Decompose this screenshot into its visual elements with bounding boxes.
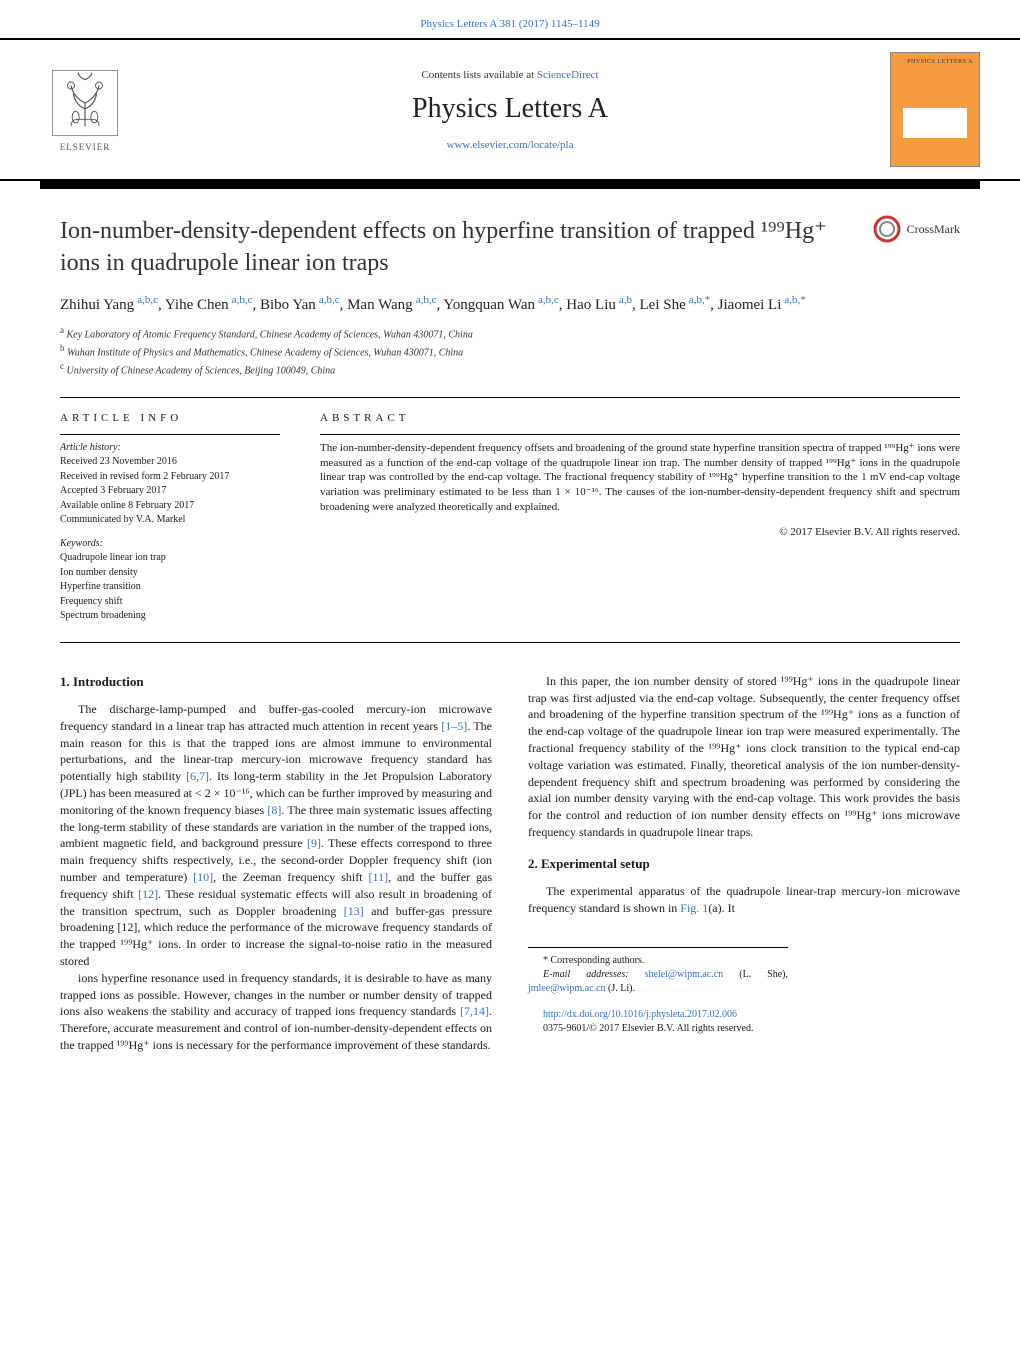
section-1-heading: 1. Introduction [60,673,492,691]
section-2-paragraph-1: The experimental apparatus of the quadru… [528,883,960,917]
crossmark-label: CrossMark [907,222,960,237]
author: Bibo Yan a,b,c [260,297,340,313]
journal-name: Physics Letters A [150,93,870,125]
contents-line: Contents lists available at ScienceDirec… [150,69,870,81]
abstract-heading: abstract [320,412,960,424]
article-body: Ion-number-density-dependent effects on … [0,195,1020,1094]
email-person-2: (J. Li). [606,983,635,994]
citation-link[interactable]: [12] [138,887,158,901]
divider [60,434,280,435]
doi-link[interactable]: http://dx.doi.org/10.1016/j.physleta.201… [543,1009,737,1020]
top-citation: Physics Letters A 381 (2017) 1145–1149 [0,0,1020,38]
header-underline [40,181,980,189]
article-history-label: Article history: [60,442,121,453]
abstract-copyright: © 2017 Elsevier B.V. All rights reserved… [320,525,960,540]
crossmark-badge[interactable]: CrossMark [873,215,960,243]
abstract-text: The ion-number-density-dependent frequen… [320,441,960,515]
affiliation: a Key Laboratory of Atomic Frequency Sta… [60,324,960,342]
body-columns: 1. Introduction The discharge-lamp-pumpe… [60,673,960,1054]
history-line: Available online 8 February 2017 [60,499,280,513]
keyword: Ion number density [60,566,280,580]
journal-cover-title: PHYSICS LETTERS A [891,53,979,65]
citation-link[interactable]: [8] [267,803,281,817]
issn-copyright: 0375-9601/© 2017 Elsevier B.V. All right… [528,1022,960,1036]
elsevier-logo: ELSEVIER [40,60,130,160]
keyword: Quadrupole linear ion trap [60,551,280,565]
keyword: Frequency shift [60,595,280,609]
citation-link[interactable]: [11] [369,870,389,884]
article-title: Ion-number-density-dependent effects on … [60,215,853,280]
journal-header: ELSEVIER Contents lists available at Sci… [0,38,1020,181]
article-info-heading: article info [60,412,280,424]
citation-link[interactable]: [7,14] [460,1004,489,1018]
section-1-paragraph-3: In this paper, the ion number density of… [528,673,960,841]
section-1-paragraph-1: The discharge-lamp-pumped and buffer-gas… [60,701,492,970]
email-person-1: (L. She), [723,969,788,980]
journal-homepage: www.elsevier.com/locate/pla [150,139,870,151]
keyword: Spectrum broadening [60,609,280,623]
author: Zhihui Yang a,b,c [60,297,158,313]
history-line: Received in revised form 2 February 2017 [60,470,280,484]
author: Lei She a,b,* [640,297,711,313]
journal-cover-thumbnail: PHYSICS LETTERS A [890,52,980,167]
email-link-2[interactable]: jmlee@wipm.ac.cn [528,983,606,994]
email-label: E-mail addresses: [543,969,645,980]
citation-link[interactable]: [9] [307,836,321,850]
author: Yongquan Wan a,b,c [443,297,558,313]
email-link-1[interactable]: shelei@wipm.ac.cn [645,969,724,980]
history-line: Accepted 3 February 2017 [60,484,280,498]
affiliation: c University of Chinese Academy of Scien… [60,360,960,378]
bottom-metadata: http://dx.doi.org/10.1016/j.physleta.201… [528,1008,960,1036]
article-history: Received 23 November 2016Received in rev… [60,455,280,527]
elsevier-tree-icon [50,68,120,138]
sciencedirect-link[interactable]: ScienceDirect [537,69,599,81]
citation-link[interactable]: Fig. 1 [680,901,708,915]
divider [60,642,960,643]
contents-prefix: Contents lists available at [421,69,536,81]
history-line: Received 23 November 2016 [60,455,280,469]
journal-homepage-link[interactable]: www.elsevier.com/locate/pla [447,139,574,151]
elsevier-label: ELSEVIER [60,142,111,152]
citation-link[interactable]: [1–5] [441,719,467,733]
section-2-heading: 2. Experimental setup [528,855,960,873]
header-center: Contents lists available at ScienceDirec… [150,69,870,151]
affiliations: a Key Laboratory of Atomic Frequency Sta… [60,324,960,379]
keywords-label: Keywords: [60,538,103,549]
divider [320,434,960,435]
article-info-block: article info Article history: Received 2… [60,412,280,624]
email-line: E-mail addresses: shelei@wipm.ac.cn (L. … [528,968,788,996]
author-list: Zhihui Yang a,b,c, Yihe Chen a,b,c, Bibo… [60,294,960,314]
author: Yihe Chen a,b,c [165,297,253,313]
top-citation-link[interactable]: Physics Letters A 381 (2017) 1145–1149 [420,18,599,30]
citation-link[interactable]: [6,7] [186,769,209,783]
crossmark-icon [873,215,901,243]
history-line: Communicated by V.A. Markel [60,513,280,527]
keyword: Hyperfine transition [60,580,280,594]
footnotes: * Corresponding authors. E-mail addresse… [528,947,788,996]
divider [60,397,960,398]
author: Jiaomei Li a,b,* [718,297,806,313]
citation-link[interactable]: [10] [193,870,213,884]
author: Hao Liu a,b [566,297,632,313]
citation-link[interactable]: [13] [344,904,364,918]
author: Man Wang a,b,c [347,297,436,313]
abstract-block: abstract The ion-number-density-dependen… [320,412,960,624]
keywords-list: Quadrupole linear ion trapIon number den… [60,551,280,623]
corresponding-author-note: * Corresponding authors. [528,954,788,968]
affiliation: b Wuhan Institute of Physics and Mathema… [60,342,960,360]
section-1-paragraph-2: ions hyperfine resonance used in frequen… [60,970,492,1054]
